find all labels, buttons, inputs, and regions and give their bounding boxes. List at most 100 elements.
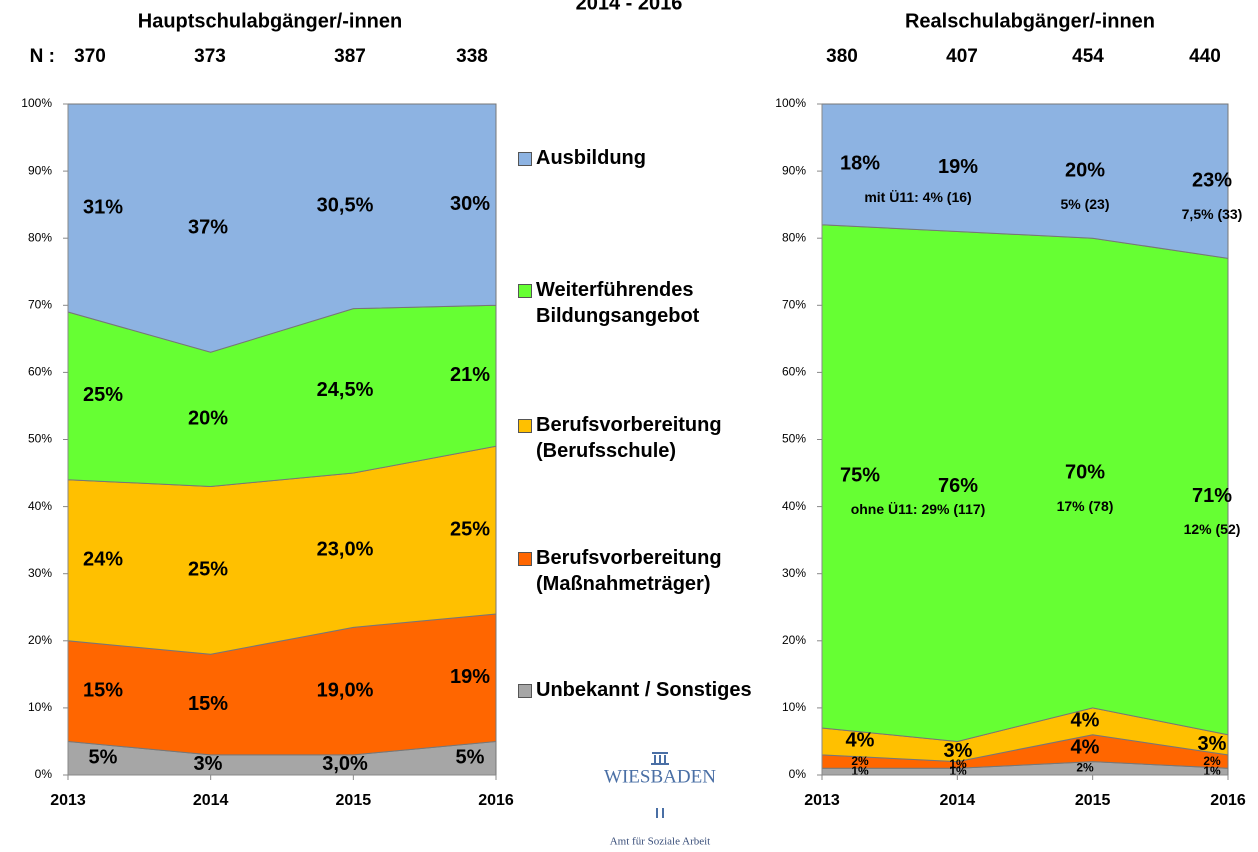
x-tick-label: 2014 — [193, 792, 229, 809]
value-label: 31% — [83, 196, 123, 218]
x-tick-label: 2016 — [1210, 792, 1246, 809]
y-tick-label: 90% — [782, 163, 806, 177]
legend-label: Ausbildung — [536, 147, 646, 169]
n-value: 373 — [194, 46, 226, 67]
note: 5% (23) — [1060, 196, 1109, 212]
value-label: 25% — [83, 384, 123, 406]
value-label: 15% — [83, 679, 123, 701]
x-tick-label: 2015 — [336, 792, 372, 809]
x-tick-label: 2015 — [1075, 792, 1111, 809]
chart-title: Hauptschulabgänger/-innen — [138, 10, 402, 32]
n-value: 380 — [826, 46, 858, 67]
y-tick-label: 0% — [35, 767, 53, 781]
legend-item: Berufsvorbereitung (Maßnahmeträger) — [518, 545, 722, 597]
value-label: 24,5% — [317, 379, 374, 401]
y-tick-label: 60% — [782, 365, 806, 379]
page-title: 2014 - 2016 — [576, 0, 683, 14]
value-label: 5% — [456, 747, 485, 769]
legend-label: Weiterführendes Bildungsangebot — [536, 279, 700, 327]
note: ohne Ü11: 29% (117) — [851, 501, 986, 517]
legend-item: Unbekannt / Sonstiges — [518, 677, 752, 703]
value-label: 25% — [450, 518, 490, 540]
legend-swatch — [518, 684, 532, 698]
x-tick-label: 2016 — [478, 792, 514, 809]
n-value: 440 — [1189, 46, 1221, 67]
note: mit Ü11: 4% (16) — [864, 189, 971, 205]
y-tick-label: 80% — [782, 230, 806, 244]
note: 17% (78) — [1057, 498, 1114, 514]
area — [821, 224, 1229, 742]
value-label: 20% — [188, 408, 228, 430]
value-label: 1% — [949, 757, 967, 771]
legend-item: Berufsvorbereitung (Berufsschule) — [518, 412, 722, 464]
value-label: 1% — [851, 764, 869, 778]
y-tick-label: 0% — [789, 767, 807, 781]
value-label: 4% — [1071, 736, 1100, 758]
n-label: N : — [30, 46, 55, 67]
x-tick-label: 2014 — [940, 792, 976, 809]
value-label: 75% — [840, 465, 880, 487]
value-label: 3% — [1198, 733, 1227, 755]
y-tick-label: 100% — [21, 96, 52, 110]
legend-swatch — [518, 419, 532, 433]
value-label: 23,0% — [317, 538, 374, 560]
legend-label: Unbekannt / Sonstiges — [536, 679, 752, 701]
y-tick-label: 60% — [28, 365, 52, 379]
legend-item: Ausbildung — [518, 145, 646, 171]
y-tick-label: 10% — [782, 700, 806, 714]
value-label: 30,5% — [317, 195, 374, 217]
value-label: 19% — [938, 156, 978, 178]
value-label: 3% — [194, 753, 223, 775]
value-label: 1% — [1203, 764, 1221, 778]
value-label: 70% — [1065, 461, 1105, 483]
y-tick-label: 50% — [28, 432, 52, 446]
y-tick-label: 40% — [28, 499, 52, 513]
value-label: 30% — [450, 193, 490, 215]
value-label: 25% — [188, 559, 228, 581]
value-label: 2% — [1203, 754, 1221, 768]
value-label: 15% — [188, 693, 228, 715]
value-label: 21% — [450, 364, 490, 386]
n-value: 387 — [334, 46, 366, 67]
y-tick-label: 40% — [782, 499, 806, 513]
y-tick-label: 70% — [28, 297, 52, 311]
x-tick-label: 2013 — [50, 792, 86, 809]
value-label: 4% — [846, 730, 875, 752]
value-label: 76% — [938, 475, 978, 497]
value-label: 5% — [89, 747, 118, 769]
legend-swatch — [518, 552, 532, 566]
y-tick-label: 30% — [28, 566, 52, 580]
logo-icon — [651, 752, 669, 818]
value-label: 19% — [450, 666, 490, 688]
value-label: 3,0% — [322, 753, 368, 775]
legend-item: Weiterführendes Bildungsangebot — [518, 277, 699, 329]
y-tick-label: 20% — [782, 633, 806, 647]
value-label: 23% — [1192, 169, 1232, 191]
logo-dept: Amt für Soziale Arbeit — [610, 836, 711, 848]
note: 7,5% (33) — [1182, 206, 1243, 222]
n-value: 338 — [456, 46, 488, 67]
value-label: 19,0% — [317, 679, 374, 701]
legend-swatch — [518, 284, 532, 298]
y-tick-label: 100% — [775, 96, 806, 110]
value-label: 37% — [188, 216, 228, 238]
value-label: 20% — [1065, 159, 1105, 181]
legend-swatch — [518, 152, 532, 166]
logo-city: WIESBADEN — [604, 766, 716, 787]
value-label: 18% — [840, 153, 880, 175]
n-value: 407 — [946, 46, 978, 67]
value-label: 3% — [944, 740, 973, 762]
chart-title: Realschulabgänger/-innen — [905, 10, 1155, 32]
n-value: 370 — [74, 46, 106, 67]
y-tick-label: 50% — [782, 432, 806, 446]
y-tick-label: 30% — [782, 566, 806, 580]
value-label: 2% — [1076, 760, 1094, 774]
value-label: 24% — [83, 549, 123, 571]
x-tick-label: 2013 — [804, 792, 840, 809]
y-tick-label: 70% — [782, 297, 806, 311]
y-tick-label: 20% — [28, 633, 52, 647]
value-label: 2% — [851, 754, 869, 768]
value-label: 71% — [1192, 485, 1232, 507]
